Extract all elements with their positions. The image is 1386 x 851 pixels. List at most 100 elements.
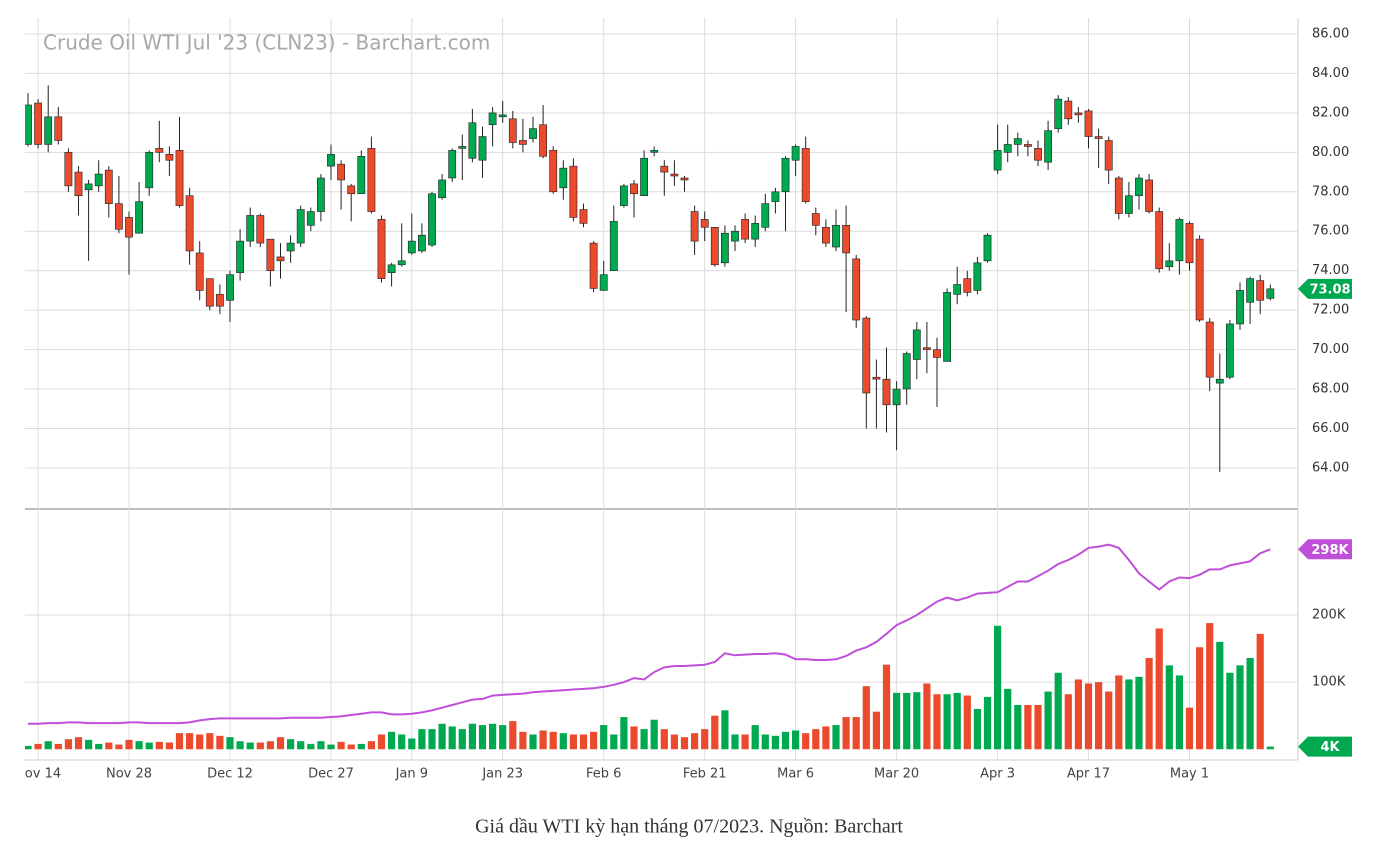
volume-bar <box>680 737 689 750</box>
volume-bar <box>428 729 436 750</box>
volume-bar <box>74 737 83 750</box>
candle-body <box>145 152 154 189</box>
volume-bar <box>186 733 194 750</box>
candle-body <box>943 292 951 362</box>
volume-bar <box>206 733 214 750</box>
volume-bar <box>165 742 173 750</box>
volume-bar <box>95 743 103 750</box>
candle-body <box>316 177 325 212</box>
candle-body <box>498 114 507 118</box>
candle-body <box>1155 211 1164 270</box>
volume-bar <box>983 696 992 750</box>
volume-bar <box>408 738 416 750</box>
candle-body <box>1013 138 1022 145</box>
candle-body <box>1246 278 1254 303</box>
volume-bar <box>640 729 648 750</box>
x-tick-label: Dec 12 <box>207 767 253 782</box>
candle-body <box>781 157 790 193</box>
candle-body <box>922 347 931 350</box>
x-tick-label: Apr 17 <box>1067 767 1110 782</box>
x-tick-label: Dec 27 <box>308 767 354 782</box>
volume-bar <box>317 741 325 750</box>
volume-bar <box>882 664 891 750</box>
candle-body <box>852 258 861 321</box>
y-tick-label: 76.00 <box>1312 224 1349 239</box>
y-tick-label: 72.00 <box>1312 303 1349 318</box>
y-tick-label: 80.00 <box>1312 145 1349 160</box>
candle-body <box>428 193 436 246</box>
candle-body <box>276 256 285 262</box>
volume-bar <box>1054 672 1062 750</box>
candle-body <box>266 238 275 272</box>
volume-bar <box>630 726 638 750</box>
candle-body <box>973 262 982 291</box>
candle-body <box>1266 288 1275 299</box>
volume-bar <box>1185 707 1194 750</box>
candle-body <box>1084 110 1093 137</box>
candle-body <box>1236 290 1244 325</box>
volume-bar <box>1084 683 1093 750</box>
candle-body <box>256 215 265 244</box>
volume-bar <box>1145 657 1153 750</box>
volume-bar <box>226 737 234 750</box>
candle-body <box>327 154 335 167</box>
candle-body <box>619 185 628 206</box>
x-tick-label: Nov 28 <box>106 767 152 782</box>
volume-bar <box>832 725 840 750</box>
candle-body <box>508 118 517 143</box>
candle-body <box>1145 179 1153 212</box>
volume-bar <box>458 729 466 750</box>
volume-bar <box>600 725 608 750</box>
volume-bar <box>1246 657 1254 750</box>
candle-body <box>720 232 729 264</box>
volume-bar <box>1014 704 1022 750</box>
candle-body <box>165 154 174 161</box>
volume-bar <box>822 726 830 750</box>
volume-bar <box>943 694 951 750</box>
volume-bar <box>1175 675 1183 750</box>
candle-body <box>387 264 396 273</box>
candle-body <box>185 195 194 252</box>
x-tick-label: Jan 23 <box>481 767 523 782</box>
volume-bar <box>489 723 497 750</box>
volume-bar <box>751 725 759 750</box>
volume-bar <box>519 731 527 750</box>
candle-body <box>337 163 345 181</box>
x-tick-label: Jan 9 <box>395 767 428 782</box>
x-tick-label: Mar 6 <box>777 767 814 782</box>
candle-body <box>953 284 962 295</box>
candle-body <box>609 221 618 272</box>
candle-body <box>741 219 749 240</box>
candle-body <box>488 112 497 126</box>
candle-body <box>1024 144 1032 147</box>
volume-bar <box>388 731 396 750</box>
volume-bar <box>327 744 335 750</box>
candle-body <box>34 102 42 145</box>
volume-bar <box>1095 682 1103 750</box>
candle-body <box>135 201 143 234</box>
candle-body <box>518 140 527 145</box>
volume-bar <box>54 743 62 750</box>
y-tick-label: 86.00 <box>1312 26 1349 41</box>
candle-body <box>438 179 446 199</box>
candle-body <box>458 146 467 149</box>
x-tick-label: Feb 6 <box>586 767 621 782</box>
candle-body <box>902 353 911 390</box>
last-volume-label-bg <box>1298 736 1352 757</box>
y-tick-label: 64.00 <box>1312 460 1349 475</box>
volume-bar <box>1004 688 1012 750</box>
candle-body <box>205 278 214 307</box>
volume-bar <box>448 726 456 750</box>
volume-bar <box>549 731 557 750</box>
candle-body <box>397 260 406 266</box>
volume-bar <box>842 717 850 750</box>
volume-bar <box>307 743 315 750</box>
volume-bar <box>731 734 739 750</box>
y-tick-label: 82.00 <box>1312 105 1349 120</box>
open-interest-line <box>28 543 1271 725</box>
candle-body <box>680 177 689 181</box>
candle-body <box>306 211 315 226</box>
volume-bar <box>1216 641 1224 750</box>
volume-bar <box>660 729 668 750</box>
candle-body <box>579 209 588 224</box>
